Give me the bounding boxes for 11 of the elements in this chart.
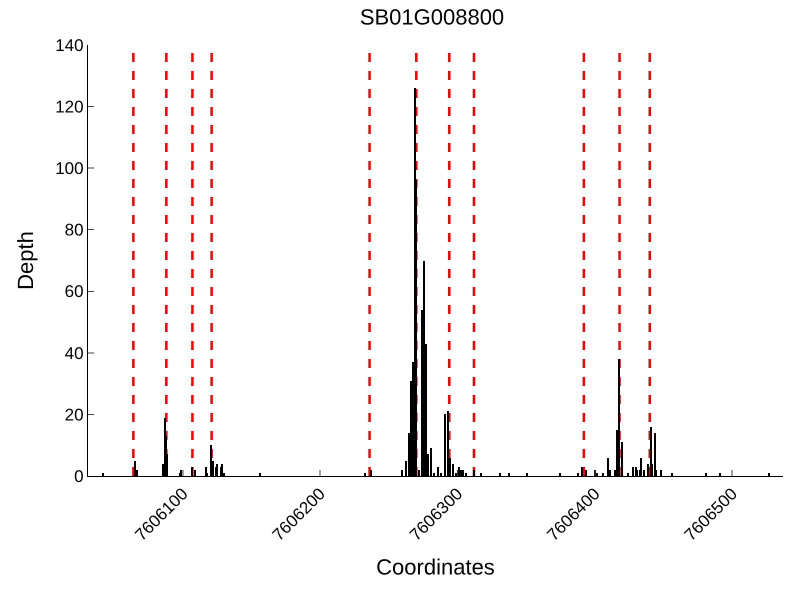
chart-title: SB01G008800	[360, 4, 504, 30]
y-tick-label: 80	[64, 220, 84, 240]
x-axis-title: Coordinates	[376, 554, 495, 580]
y-tick-label: 120	[55, 98, 84, 117]
y-tick-label: 20	[64, 405, 84, 424]
y-tick-label: 140	[55, 36, 84, 55]
y-tick-label: 60	[64, 282, 84, 302]
y-axis-title: Depth	[13, 231, 38, 290]
y-tick-label: 100	[55, 159, 84, 178]
y-tick-label: 40	[64, 344, 84, 363]
y-tick-label: 0	[74, 466, 84, 486]
